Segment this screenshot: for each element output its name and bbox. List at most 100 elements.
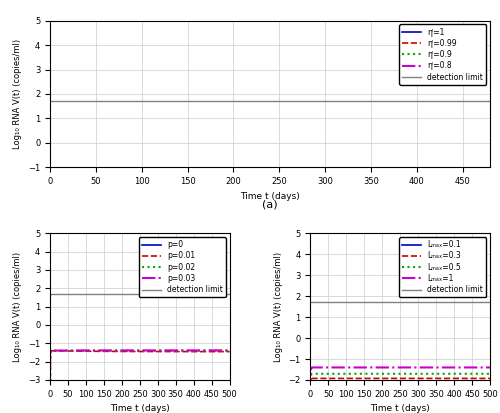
Text: (a): (a)	[262, 199, 278, 209]
ηᴵ=0.99	[241, 175, 247, 180]
Line: Lₘₐₓ=0.5: Lₘₐₓ=0.5	[310, 374, 490, 413]
Lₘₐₓ=0.1	[312, 386, 318, 391]
Line: p=0.03: p=0.03	[50, 350, 230, 413]
detection limit	[308, 300, 314, 305]
p=0.03	[66, 348, 71, 353]
ηᴵ=0.99	[92, 175, 98, 180]
p=0.01	[226, 349, 232, 354]
ηᴵ=0.8	[56, 173, 62, 178]
Lₘₐₓ=0.5	[312, 371, 318, 376]
ηᴵ=0.9	[56, 174, 62, 179]
ηᴵ=0.99	[47, 385, 53, 390]
p=0.02	[126, 348, 132, 353]
p=0.03	[126, 348, 132, 353]
p=0.01	[50, 348, 56, 353]
ηᴵ=0.8	[487, 173, 493, 178]
ηᴵ=0.8	[398, 173, 404, 178]
Lₘₐₓ=1	[312, 365, 318, 370]
Lₘₐₓ=0.3	[380, 376, 386, 381]
Lₘₐₓ=0.1	[431, 386, 437, 391]
Lₘₐₓ=0.5	[431, 371, 437, 376]
ηᴵ=0.9	[398, 174, 404, 179]
p=0.01	[120, 349, 126, 354]
Line: ηᴵ=1: ηᴵ=1	[50, 177, 490, 387]
ηᴵ=0.99	[226, 175, 232, 180]
ηᴵ=0.8	[350, 173, 356, 178]
detection limit	[308, 300, 314, 305]
Lₘₐₓ=0.3	[451, 376, 457, 381]
Lₘₐₓ=1	[431, 365, 437, 370]
Lₘₐₓ=0.5	[386, 371, 392, 376]
p=0.01	[190, 349, 196, 354]
detection limit	[47, 291, 53, 296]
Y-axis label: Log₁₀ RNA V(t) (copies/ml): Log₁₀ RNA V(t) (copies/ml)	[274, 252, 283, 362]
Y-axis label: Log₁₀ RNA V(t) (copies/ml): Log₁₀ RNA V(t) (copies/ml)	[14, 252, 22, 362]
Legend: Lₘₐₓ=0.1, Lₘₐₓ=0.3, Lₘₐₓ=0.5, Lₘₐₓ=1, detection limit: Lₘₐₓ=0.1, Lₘₐₓ=0.3, Lₘₐₓ=0.5, Lₘₐₓ=1, de…	[399, 237, 486, 297]
Line: p=0.01: p=0.01	[50, 351, 230, 413]
Lₘₐₓ=0.3	[487, 376, 493, 381]
p=0.01	[66, 349, 71, 354]
Lₘₐₓ=0.5	[448, 371, 454, 376]
p=0.01	[126, 349, 132, 354]
ηᴵ=0.99	[350, 175, 356, 180]
Legend: ηᴵ=1, ηᴵ=0.99, ηᴵ=0.9, ηᴵ=0.8, detection limit: ηᴵ=1, ηᴵ=0.99, ηᴵ=0.9, ηᴵ=0.8, detection…	[399, 24, 486, 85]
p=0.03	[120, 348, 126, 353]
Lₘₐₓ=1	[451, 365, 457, 370]
p=0.02	[187, 348, 193, 353]
p=0.02	[170, 348, 176, 353]
Lₘₐₓ=0.3	[448, 376, 454, 381]
X-axis label: Time t (days): Time t (days)	[240, 192, 300, 201]
ηᴵ=0.9	[390, 174, 396, 179]
ηᴵ=0.99	[487, 175, 493, 180]
ηᴵ=0.8	[241, 173, 247, 178]
p=0.02	[190, 348, 196, 353]
Line: Lₘₐₓ=0.3: Lₘₐₓ=0.3	[310, 378, 490, 413]
Y-axis label: Log₁₀ RNA V(t) (copies/ml): Log₁₀ RNA V(t) (copies/ml)	[14, 39, 22, 149]
p=0.03	[170, 348, 176, 353]
Lₘₐₓ=0.3	[312, 376, 318, 381]
Lₘₐₓ=0.5	[326, 371, 332, 376]
Line: Lₘₐₓ=1: Lₘₐₓ=1	[310, 368, 490, 413]
Legend: p=0, p=0.01, p=0.02, p=0.03, detection limit: p=0, p=0.01, p=0.02, p=0.03, detection l…	[138, 237, 226, 297]
ηᴵ=0.9	[47, 385, 53, 390]
Lₘₐₓ=0.3	[326, 376, 332, 381]
ηᴵ=0.9	[487, 174, 493, 179]
ηᴵ=1	[398, 175, 404, 180]
Lₘₐₓ=0.1	[380, 386, 386, 391]
detection limit	[48, 99, 54, 104]
p=0.02	[120, 348, 126, 353]
Lₘₐₓ=0.1	[326, 386, 332, 391]
Lₘₐₓ=0.1	[386, 386, 392, 391]
Lₘₐₓ=0.3	[386, 376, 392, 381]
detection limit	[48, 291, 54, 296]
Line: p=0.02: p=0.02	[50, 351, 230, 413]
ηᴵ=1	[349, 175, 355, 180]
ηᴵ=1	[92, 175, 98, 180]
Lₘₐₓ=1	[380, 365, 386, 370]
p=0.03	[226, 348, 232, 353]
Lₘₐₓ=0.5	[487, 371, 493, 376]
ηᴵ=1	[225, 175, 231, 180]
ηᴵ=0.8	[390, 173, 396, 178]
Lₘₐₓ=1	[448, 365, 454, 370]
ηᴵ=1	[390, 175, 396, 180]
p=0.02	[66, 348, 71, 353]
Lₘₐₓ=1	[487, 365, 493, 370]
p=0.01	[187, 349, 193, 354]
ηᴵ=1	[47, 385, 53, 390]
Lₘₐₓ=0.5	[380, 371, 386, 376]
Lₘₐₓ=0.5	[451, 371, 457, 376]
Lₘₐₓ=0.1	[487, 386, 493, 391]
p=0.02	[226, 348, 232, 353]
ηᴵ=0.99	[398, 175, 404, 180]
p=0.01	[170, 349, 176, 354]
Line: ηᴵ=0.9: ηᴵ=0.9	[50, 176, 490, 387]
ηᴵ=0.9	[92, 174, 98, 179]
p=0.02	[52, 348, 58, 353]
ηᴵ=0.99	[390, 175, 396, 180]
ηᴵ=0.8	[47, 385, 53, 390]
Lₘₐₓ=0.3	[431, 376, 437, 381]
ηᴵ=0.8	[92, 173, 98, 178]
Line: Lₘₐₓ=0.1: Lₘₐₓ=0.1	[310, 388, 490, 413]
ηᴵ=0.9	[226, 174, 232, 179]
